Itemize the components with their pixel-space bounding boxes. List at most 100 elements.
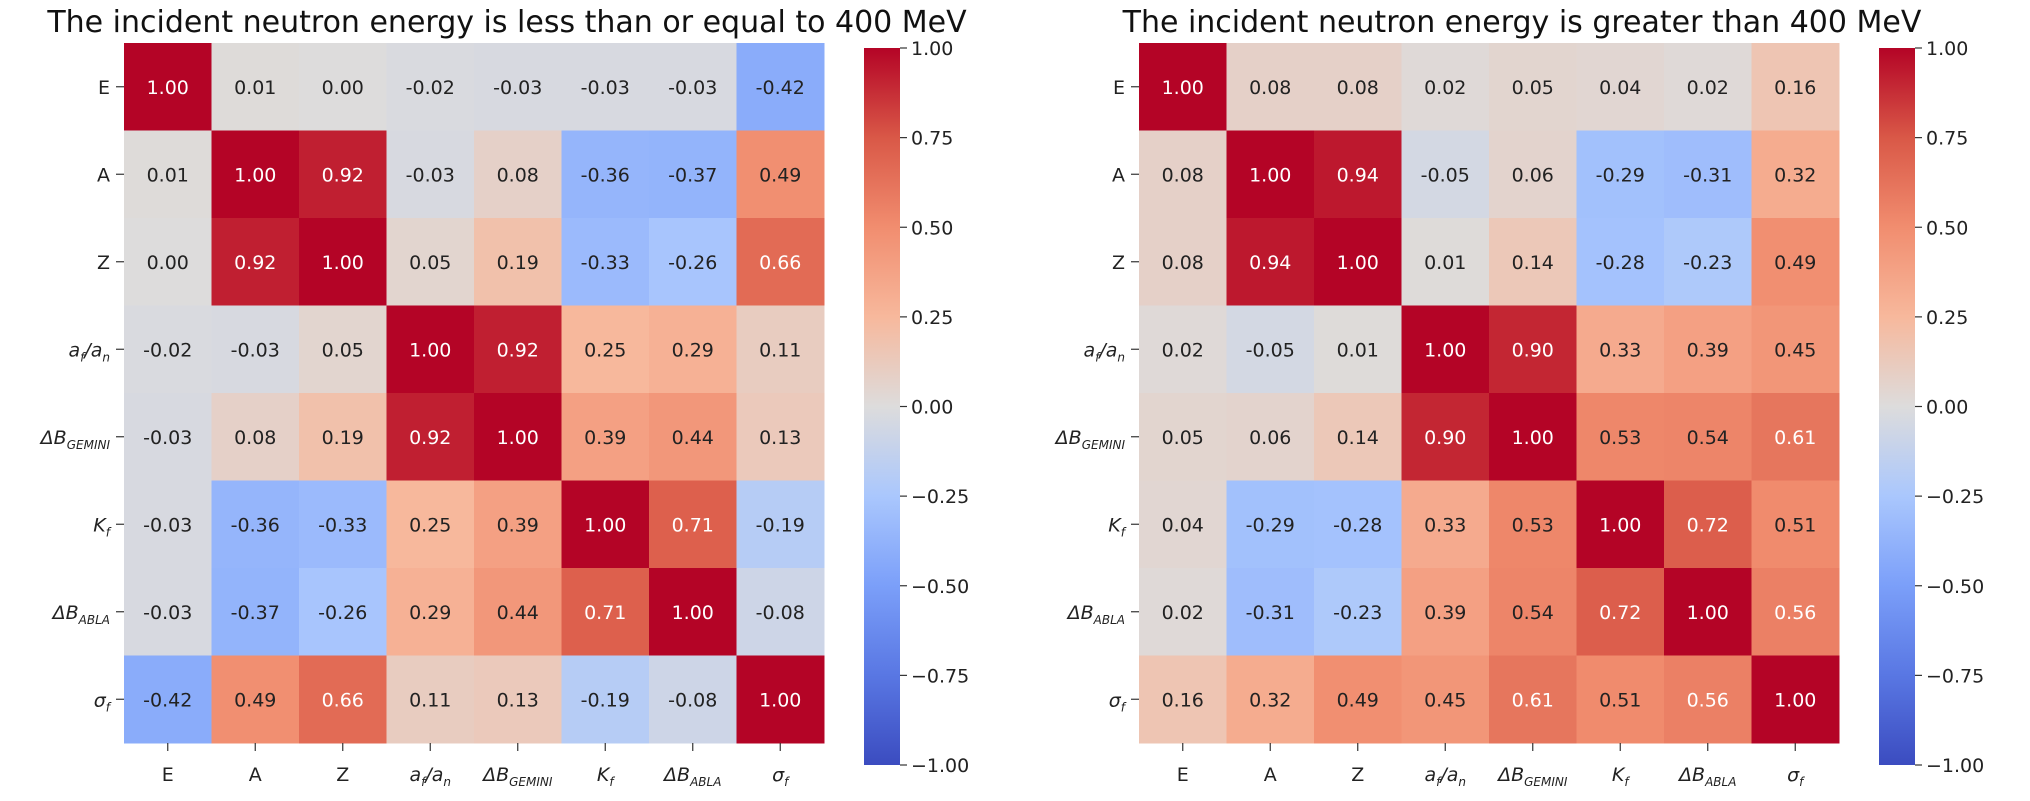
heatmap-cell-value: 0.13 (759, 427, 801, 449)
heatmap-cell (124, 43, 212, 131)
heatmap-cell-value: -0.02 (143, 339, 192, 361)
heatmap-cell-value: -0.05 (1246, 339, 1295, 361)
heatmap-cell (1139, 480, 1227, 569)
heatmap-cell-value: -0.03 (143, 602, 192, 624)
heatmap-cell (1139, 218, 1227, 306)
heatmap-cell (386, 568, 475, 656)
heatmap-cell-value: -0.36 (581, 164, 630, 186)
heatmap-cell-value: -0.33 (318, 514, 367, 536)
heatmap-cell-value: 1.00 (759, 689, 801, 711)
heatmap-cell-value: -0.19 (756, 514, 805, 536)
heatmap-cell (474, 655, 562, 744)
heatmap-cell (211, 393, 300, 481)
heatmap-cell-value: 0.49 (1337, 689, 1379, 711)
heatmap-cell (1576, 305, 1665, 394)
heatmap-cell-value: 0.53 (1599, 427, 1641, 449)
x-tick-label: Z (336, 764, 349, 786)
heatmap-cell (1489, 43, 1577, 131)
heatmap-cell (124, 305, 212, 394)
heatmap-cell-value: 1.00 (1599, 514, 1641, 536)
heatmap-cell-value: 1.00 (672, 602, 714, 624)
heatmap-cell-value: 0.61 (1774, 427, 1816, 449)
heatmap-cell-value: 0.94 (1249, 252, 1291, 274)
colorbar-tick-label: 1.00 (1926, 38, 1968, 60)
heatmap-cell (1226, 305, 1315, 394)
heatmap-cell (211, 655, 300, 744)
heatmap-cell-value: 0.49 (759, 164, 801, 186)
heatmap-cell-value: 0.00 (322, 77, 364, 99)
heatmap-cell (211, 305, 300, 394)
heatmap-cell-value: 0.13 (497, 689, 539, 711)
heatmap-cell (1664, 305, 1752, 394)
heatmap-cell (386, 43, 475, 131)
heatmap-cell (386, 305, 475, 394)
x-tick-label: ΔBGEMINI (481, 764, 553, 789)
heatmap-cell-value: -0.05 (1421, 164, 1470, 186)
heatmap-cell (1489, 480, 1577, 569)
heatmap-cell (1314, 305, 1402, 394)
heatmap-cell-value: -0.33 (581, 252, 630, 274)
heatmap-cell (649, 568, 737, 656)
heatmap-cell (1489, 393, 1577, 481)
heatmap-cell-value: 0.02 (1162, 339, 1204, 361)
heatmap-cell (1751, 655, 1840, 744)
heatmap-cell-value: -0.28 (1596, 252, 1645, 274)
heatmap-cell-value: 0.92 (497, 339, 539, 361)
heatmap-cell-value: 0.16 (1162, 689, 1204, 711)
heatmap-cell-value: 0.33 (1424, 514, 1466, 536)
heatmap-cell (1751, 480, 1840, 569)
heatmap-cell-value: 0.56 (1774, 602, 1816, 624)
heatmap-cell (386, 480, 475, 569)
colorbar-tick-label: 0.50 (1926, 217, 1968, 239)
heatmap-cell (299, 130, 387, 219)
heatmap-cell (1139, 393, 1227, 481)
heatmap-cell (1576, 480, 1665, 569)
heatmap-cell-value: -0.42 (143, 689, 192, 711)
colorbar-tick-label: 0.00 (1926, 397, 1968, 419)
heatmap-cell (1401, 655, 1490, 744)
heatmap-cell-value: 0.08 (497, 164, 539, 186)
heatmap-cell (736, 218, 825, 306)
heatmap-cell (1226, 480, 1315, 569)
heatmap-cell-value: -0.02 (406, 77, 455, 99)
colorbar-tick-label: 0.25 (1926, 307, 1968, 329)
heatmap-cell-value: 0.92 (234, 252, 276, 274)
heatmap-cell-value: 0.05 (322, 339, 364, 361)
heatmap-cell (1139, 655, 1227, 744)
heatmap-cell-value: -0.31 (1683, 164, 1732, 186)
heatmap-cell (1576, 568, 1665, 656)
heatmap-cell (1751, 218, 1840, 306)
heatmap-cell (1401, 130, 1490, 219)
heatmap-cell (1226, 130, 1315, 219)
heatmap-cell (299, 655, 387, 744)
heatmap-cell-value: 0.04 (1162, 514, 1204, 536)
heatmap-cells: 1.00 0.01 0.00 -0.02 -0.03 -0.03 -0.03 -0.42 0.0… (124, 43, 825, 744)
heatmap-cell (1751, 43, 1840, 131)
heatmap-cell-value: 0.56 (1687, 689, 1729, 711)
heatmap-cell (736, 130, 825, 219)
heatmap-cell (1664, 480, 1752, 569)
heatmap-cell-value: 1.00 (322, 252, 364, 274)
heatmap-panel-left: The incident neutron energy is less than… (39, 5, 970, 789)
heatmap-cell-value: 0.90 (1424, 427, 1466, 449)
heatmap-cell (1314, 393, 1402, 481)
heatmap-cell (736, 305, 825, 394)
heatmap-cell (1139, 130, 1227, 219)
heatmap-cell-value: 0.39 (1687, 339, 1729, 361)
y-tick-label: Kf (1108, 514, 1126, 539)
chart-title: The incident neutron energy is less than… (46, 5, 967, 40)
heatmap-cell (561, 480, 650, 569)
heatmap-cell-value: 0.49 (234, 689, 276, 711)
heatmap-cell-value: 0.45 (1774, 339, 1816, 361)
heatmap-cell-value: 0.29 (409, 602, 451, 624)
heatmap-cell-value: 0.32 (1249, 689, 1291, 711)
x-tick-label: Z (1351, 764, 1364, 786)
heatmap-cell (649, 480, 737, 569)
heatmap-cell (211, 43, 300, 131)
heatmap-cell-value: 0.29 (672, 339, 714, 361)
heatmap-cell-value: 0.08 (1162, 164, 1204, 186)
heatmap-cell-value: -0.03 (143, 514, 192, 536)
colorbar-tick-label: −0.50 (911, 576, 969, 598)
heatmap-cell-value: 0.02 (1687, 77, 1729, 99)
heatmap-cell-value: 0.45 (1424, 689, 1466, 711)
